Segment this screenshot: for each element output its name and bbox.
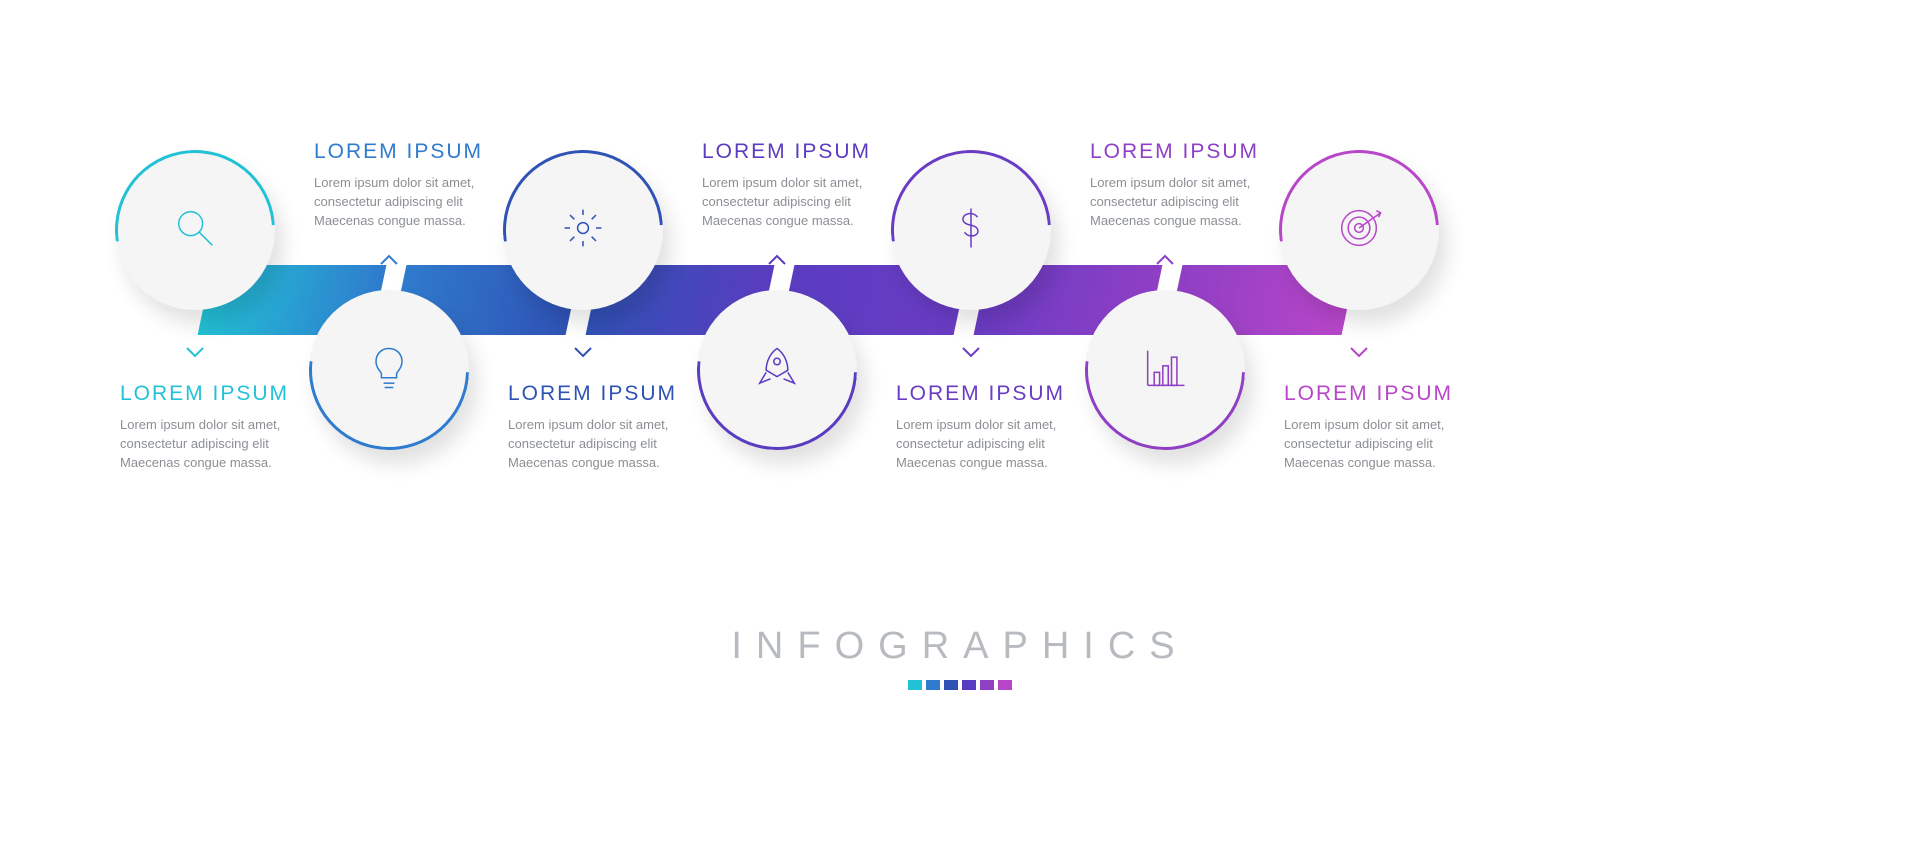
step-body: Lorem ipsum dolor sit amet, consectetur … [120,416,320,473]
step-text-1: LOREM IPSUM Lorem ipsum dolor sit amet, c… [120,382,320,473]
step-title: LOREM IPSUM [120,382,320,406]
step-body: Lorem ipsum dolor sit amet, consectetur … [702,174,902,231]
step-circle-4 [697,290,857,450]
step-body: Lorem ipsum dolor sit amet, consectetur … [1284,416,1484,473]
swatch [908,680,922,690]
step-body: Lorem ipsum dolor sit amet, consectetur … [896,416,1096,473]
chevron-down-icon [1345,338,1373,366]
rocket-icon [751,342,803,399]
step-circle-7 [1279,150,1439,310]
color-swatches [908,680,1012,690]
step-text-6: LOREM IPSUM Lorem ipsum dolor sit amet, c… [1090,140,1290,231]
swatch [944,680,958,690]
step-text-2: LOREM IPSUM Lorem ipsum dolor sit amet, c… [314,140,514,231]
swatch [926,680,940,690]
step-circle-2 [309,290,469,450]
step-text-7: LOREM IPSUM Lorem ipsum dolor sit amet, c… [1284,382,1484,473]
step-circle-5 [891,150,1051,310]
step-text-4: LOREM IPSUM Lorem ipsum dolor sit amet, c… [702,140,902,231]
swatch [962,680,976,690]
footer-title: INFOGRAPHICS [731,625,1188,668]
bulb-icon [363,342,415,399]
step-circle-3 [503,150,663,310]
barchart-icon [1139,342,1191,399]
gear-icon [557,202,609,259]
step-title: LOREM IPSUM [1090,140,1290,164]
dollar-icon [945,202,997,259]
chevron-down-icon [957,338,985,366]
step-title: LOREM IPSUM [1284,382,1484,406]
magnifier-icon [169,202,221,259]
swatch [998,680,1012,690]
step-title: LOREM IPSUM [508,382,708,406]
step-body: Lorem ipsum dolor sit amet, consectetur … [314,174,514,231]
step-title: LOREM IPSUM [702,140,902,164]
step-body: Lorem ipsum dolor sit amet, consectetur … [1090,174,1290,231]
step-circle-6 [1085,290,1245,450]
step-circle-1 [115,150,275,310]
chevron-down-icon [569,338,597,366]
step-body: Lorem ipsum dolor sit amet, consectetur … [508,416,708,473]
swatch [980,680,994,690]
step-title: LOREM IPSUM [896,382,1096,406]
step-title: LOREM IPSUM [314,140,514,164]
infographic-stage: LOREM IPSUM Lorem ipsum dolor sit amet, c… [0,0,1920,853]
step-text-3: LOREM IPSUM Lorem ipsum dolor sit amet, c… [508,382,708,473]
chevron-down-icon [181,338,209,366]
target-icon [1333,202,1385,259]
step-text-5: LOREM IPSUM Lorem ipsum dolor sit amet, c… [896,382,1096,473]
